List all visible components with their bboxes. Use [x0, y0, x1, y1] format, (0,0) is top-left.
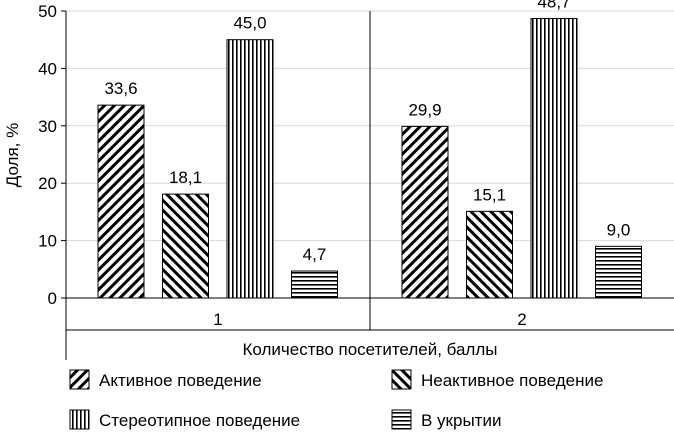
bar	[226, 39, 274, 299]
data-label: 9,0	[607, 220, 631, 239]
data-label: 48,7	[537, 0, 570, 11]
axes	[65, 11, 674, 360]
x-axis-title: Количество посетителей, баллы	[242, 340, 497, 359]
y-tick-label: 20	[38, 174, 57, 193]
legend-label: В укрытии	[421, 411, 501, 430]
data-label: 4,7	[303, 245, 327, 264]
y-axis-ticks: 0 10 20 30 40 50	[38, 2, 66, 308]
y-tick-label: 10	[38, 232, 57, 251]
bars-group	[97, 17, 642, 299]
bar	[291, 270, 338, 299]
bar	[97, 104, 145, 299]
bar	[401, 125, 449, 299]
data-label: 18,1	[169, 168, 202, 187]
data-label: 33,6	[104, 79, 137, 98]
data-label: 29,9	[408, 100, 441, 119]
legend-swatch	[391, 409, 412, 430]
data-label: 15,1	[473, 185, 506, 204]
data-label: 45,0	[233, 14, 266, 33]
y-axis-title: Доля, %	[3, 123, 22, 187]
x-category-label: 1	[213, 310, 222, 329]
data-labels: 33,6 18,1 45,0 4,7 29,9 15,1 48,7 9,0	[104, 0, 630, 264]
y-tick-label: 40	[38, 59, 57, 78]
legend-label: Неактивное поведение	[421, 371, 603, 390]
legend-swatch	[69, 369, 90, 390]
bar	[162, 193, 209, 299]
y-tick-label: 50	[38, 2, 57, 21]
legend: Активное поведение Неактивное поведение Ст…	[69, 369, 603, 430]
bar	[530, 17, 578, 299]
bar	[595, 245, 642, 299]
legend-swatch	[391, 369, 412, 390]
y-tick-label: 0	[48, 289, 57, 308]
legend-label: Стереотипное поведение	[99, 411, 300, 430]
bar	[466, 210, 513, 299]
legend-swatch	[69, 409, 90, 430]
y-tick-label: 30	[38, 117, 57, 136]
legend-label: Активное поведение	[99, 371, 262, 390]
x-category-label: 2	[517, 310, 526, 329]
